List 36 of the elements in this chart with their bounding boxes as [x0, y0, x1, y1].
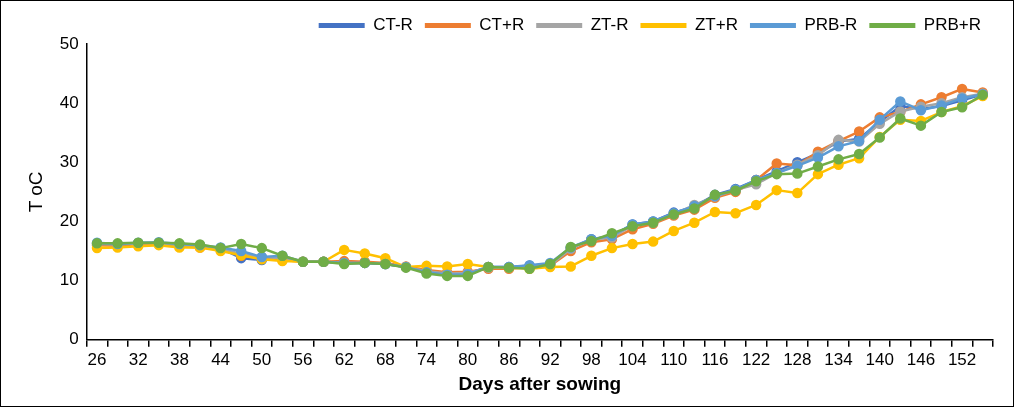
x-tick-label: 104 [618, 349, 647, 369]
x-tick-label: 122 [741, 349, 771, 369]
y-tick-label: 30 [59, 152, 79, 172]
x-tick-label: 86 [499, 349, 519, 369]
x-tick-label: 56 [293, 349, 313, 369]
legend-label: ZT-R [590, 15, 629, 35]
x-tick-label: 80 [458, 349, 478, 369]
y-tick-label: 50 [59, 33, 79, 53]
y-tick-label: 40 [59, 92, 79, 112]
x-tick-label: 146 [906, 349, 936, 369]
x-axis-title: Days after sowing [458, 372, 622, 394]
x-tick-label: 74 [417, 349, 437, 369]
x-tick-label: 116 [701, 349, 729, 369]
x-tick-label: 92 [540, 349, 560, 369]
x-tick-label: 44 [211, 349, 231, 369]
x-tick-label: 140 [865, 349, 894, 369]
x-tick-label: 50 [252, 349, 272, 369]
x-tick-label: 152 [947, 349, 977, 369]
x-tick-label: 98 [581, 349, 601, 369]
legend-label: PRB-R [804, 15, 858, 35]
legend-label: CT+R [479, 15, 525, 35]
legend-label: ZT+R [694, 15, 738, 35]
y-tick-label: 20 [59, 211, 79, 231]
x-tick-label: 26 [87, 349, 107, 369]
x-tick-label: 110 [660, 349, 688, 369]
x-tick-label: 134 [824, 349, 853, 369]
y-axis-title: T oC [24, 171, 46, 213]
x-tick-label: 62 [334, 349, 354, 369]
legend-label: PRB+R [923, 15, 982, 35]
x-tick-label: 38 [169, 349, 189, 369]
x-tick-label: 32 [128, 349, 148, 369]
x-tick-label: 128 [783, 349, 812, 369]
y-tick-label: 10 [59, 270, 79, 290]
y-tick-label: 0 [69, 329, 79, 349]
x-tick-label: 68 [375, 349, 395, 369]
legend-label: CT-R [373, 15, 413, 35]
